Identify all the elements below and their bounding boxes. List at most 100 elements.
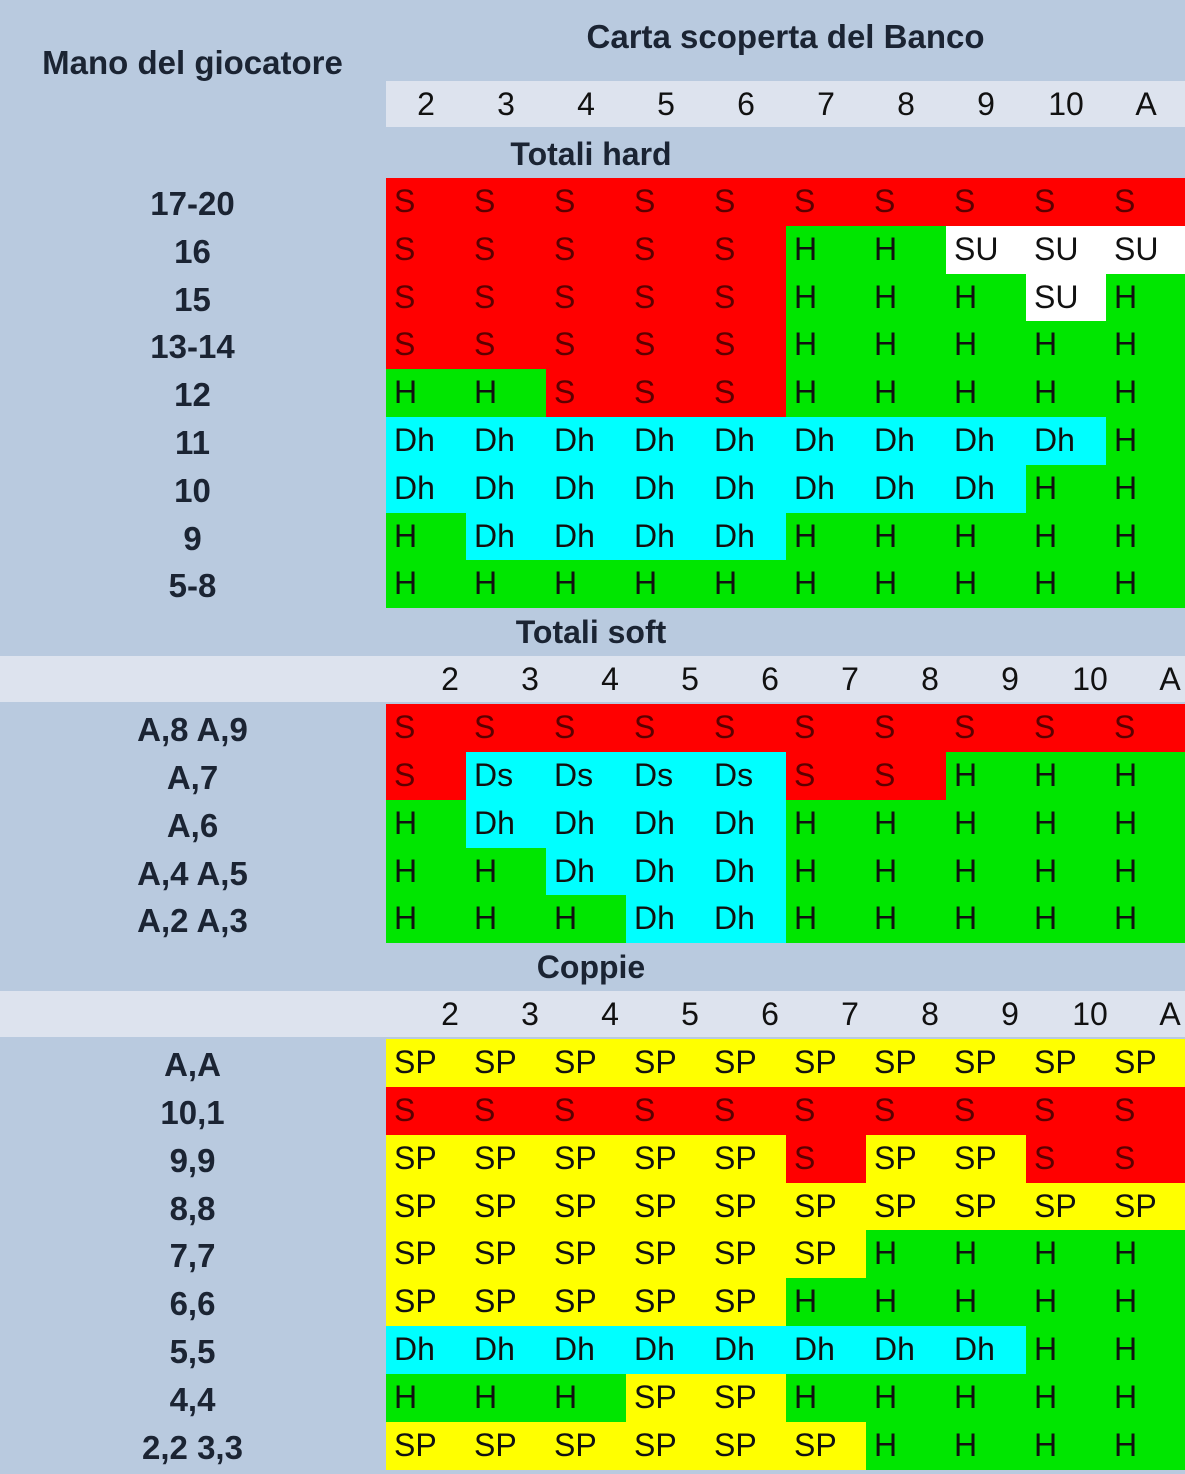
strategy-cell: H (786, 225, 866, 274)
strategy-cell: H (466, 1373, 546, 1422)
strategy-cell: SU (946, 225, 1026, 274)
strategy-cell: S (626, 1087, 706, 1135)
row-label: 13-14 (150, 328, 235, 366)
player-hand-title: Mano del giocatore (42, 44, 343, 81)
strategy-cell: SP (546, 1182, 626, 1231)
strategy-cell: H (786, 560, 866, 609)
dealer-card-4: 4 (601, 996, 619, 1033)
strategy-cell: SP (866, 1039, 946, 1088)
section-title: Totali soft (515, 614, 667, 651)
row-label: 8,8 (169, 1189, 216, 1227)
dealer-card-7: 7 (841, 996, 859, 1033)
strategy-cell: H (866, 895, 946, 944)
strategy-cell: SP (466, 1421, 546, 1470)
dealer-card-10: 10 (1072, 661, 1108, 698)
strategy-cell: H (1106, 1278, 1185, 1327)
strategy-cell: S (866, 1087, 946, 1135)
strategy-cell: S (626, 369, 706, 418)
strategy-cell: S (706, 225, 786, 274)
strategy-cell: H (866, 560, 946, 609)
strategy-cell: S (946, 704, 1026, 753)
strategy-cell: Ds (626, 752, 706, 800)
strategy-cell: SP (706, 1421, 786, 1470)
strategy-cell: H (866, 512, 946, 561)
strategy-cell: H (386, 369, 466, 418)
strategy-cell: H (1106, 1230, 1185, 1279)
strategy-cell: Dh (626, 799, 706, 848)
strategy-cell: SP (866, 1134, 946, 1183)
strategy-cell: Dh (546, 512, 626, 561)
dealer-card-title: Carta scoperta del Banco (586, 18, 985, 55)
dealer-card-2: 2 (441, 661, 459, 698)
strategy-cell: Dh (546, 417, 626, 465)
strategy-cell: H (386, 799, 466, 848)
strategy-cell: H (786, 273, 866, 322)
strategy-cell: SP (466, 1182, 546, 1231)
strategy-cell: Ds (546, 752, 626, 800)
strategy-cell: H (1106, 1373, 1185, 1422)
strategy-cell: Dh (706, 512, 786, 561)
strategy-cell: SP (946, 1182, 1026, 1231)
strategy-cell: SP (626, 1039, 706, 1088)
strategy-cell: S (466, 225, 546, 274)
strategy-cell: S (866, 178, 946, 226)
strategy-cell: S (626, 178, 706, 226)
row-label: 7,7 (169, 1237, 216, 1275)
row-label: 9,9 (169, 1141, 216, 1179)
dealer-card-10: 10 (1048, 86, 1084, 122)
strategy-cell: SP (386, 1230, 466, 1279)
dealer-card-8: 8 (921, 996, 939, 1033)
strategy-cell: Dh (546, 847, 626, 896)
strategy-cell: S (786, 752, 866, 800)
strategy-cell: S (386, 704, 466, 753)
strategy-cell: H (866, 847, 946, 896)
strategy-cell: Dh (706, 1326, 786, 1374)
strategy-cell: S (946, 1087, 1026, 1135)
dealer-card-A: A (1159, 996, 1181, 1033)
strategy-cell: SP (706, 1182, 786, 1231)
strategy-cell: S (546, 225, 626, 274)
strategy-cell: Dh (706, 895, 786, 944)
strategy-cell: SP (946, 1134, 1026, 1183)
strategy-cell: Dh (466, 512, 546, 561)
strategy-cell: Dh (626, 512, 706, 561)
strategy-cell: H (1026, 799, 1106, 848)
strategy-cell: Dh (546, 464, 626, 513)
strategy-cell: H (786, 369, 866, 418)
strategy-cell: H (946, 560, 1026, 609)
strategy-cell: H (866, 369, 946, 418)
strategy-cell: H (1106, 369, 1185, 418)
strategy-cell: H (466, 847, 546, 896)
strategy-cell: H (1026, 1421, 1106, 1470)
strategy-cell: H (1026, 1373, 1106, 1422)
strategy-cell: H (946, 321, 1026, 370)
strategy-cell: S (626, 273, 706, 322)
dealer-card-6: 6 (761, 996, 779, 1033)
strategy-cell: Dh (466, 799, 546, 848)
strategy-cell: Ds (466, 752, 546, 800)
strategy-cell: H (546, 1373, 626, 1422)
strategy-cell: SP (946, 1039, 1026, 1088)
strategy-cell: H (946, 273, 1026, 322)
strategy-cell: SP (626, 1134, 706, 1183)
strategy-cell: H (946, 847, 1026, 896)
strategy-cell: S (466, 1087, 546, 1135)
dealer-card-4: 4 (601, 661, 619, 698)
strategy-cell: SP (386, 1039, 466, 1088)
strategy-cell: S (1026, 1087, 1106, 1135)
strategy-cell: S (546, 321, 626, 370)
row-label: 11 (175, 424, 210, 461)
row-label: 2,2 3,3 (142, 1428, 243, 1466)
dealer-card-2: 2 (441, 996, 459, 1033)
strategy-cell: H (466, 560, 546, 609)
strategy-cell: SP (786, 1182, 866, 1231)
strategy-cell: Dh (466, 417, 546, 465)
strategy-cell: H (1106, 752, 1185, 800)
strategy-cell: SU (1026, 225, 1106, 274)
strategy-cell: H (786, 1278, 866, 1327)
strategy-cell: H (946, 369, 1026, 418)
strategy-cell: SP (546, 1134, 626, 1183)
strategy-cell: S (386, 321, 466, 370)
strategy-cell: H (1026, 321, 1106, 370)
strategy-cell: H (1106, 799, 1185, 848)
